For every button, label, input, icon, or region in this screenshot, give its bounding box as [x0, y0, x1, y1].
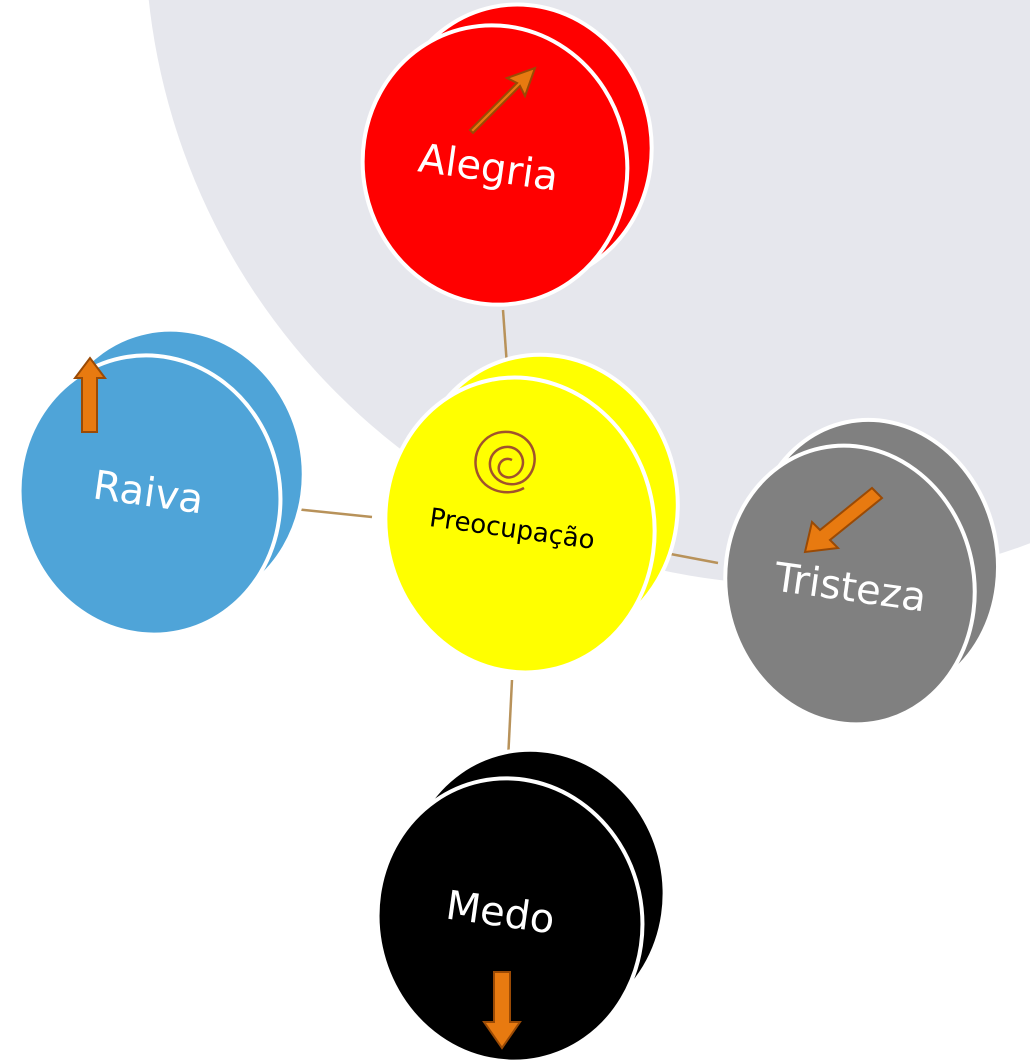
arrow-up-right — [468, 66, 537, 135]
node-tristeza — [723, 417, 1001, 727]
node-medo — [375, 747, 667, 1062]
disc-front — [375, 776, 645, 1062]
node-alegria — [360, 2, 654, 307]
arrow-up — [73, 356, 107, 433]
disc-front — [383, 375, 657, 675]
arrow-down — [482, 971, 522, 1050]
arrow-down-left — [803, 486, 884, 554]
spiral-drawing — [474, 430, 536, 494]
node-preocupacao — [383, 352, 680, 675]
node-raiva — [17, 327, 306, 637]
disc-front — [723, 443, 977, 727]
disc-front — [360, 23, 630, 307]
